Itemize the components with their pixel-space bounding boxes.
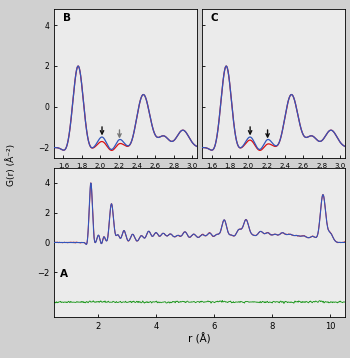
Text: B: B [63, 13, 71, 23]
Text: G(r) (Å⁻²): G(r) (Å⁻²) [6, 144, 16, 186]
Text: C: C [211, 13, 218, 23]
Text: A: A [60, 269, 68, 279]
X-axis label: r (Å): r (Å) [188, 333, 211, 345]
